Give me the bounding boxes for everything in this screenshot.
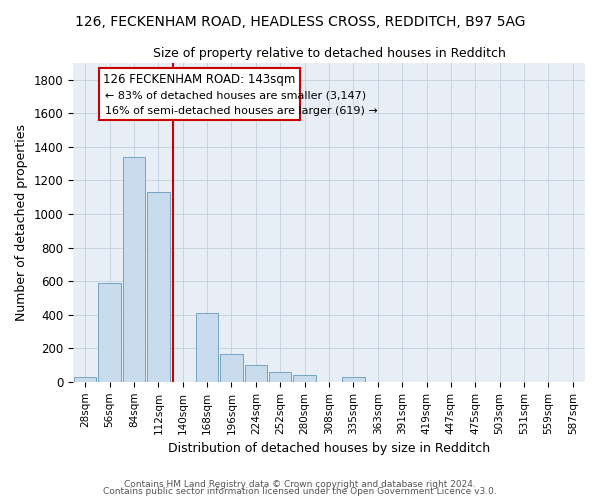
Text: Contains public sector information licensed under the Open Government Licence v3: Contains public sector information licen… <box>103 487 497 496</box>
Bar <box>293 375 316 382</box>
X-axis label: Distribution of detached houses by size in Redditch: Distribution of detached houses by size … <box>168 442 490 455</box>
Bar <box>74 377 97 382</box>
Text: ← 83% of detached houses are smaller (3,147): ← 83% of detached houses are smaller (3,… <box>105 90 366 100</box>
Bar <box>196 313 218 382</box>
Bar <box>342 377 365 382</box>
Bar <box>147 192 170 382</box>
Text: 126, FECKENHAM ROAD, HEADLESS CROSS, REDDITCH, B97 5AG: 126, FECKENHAM ROAD, HEADLESS CROSS, RED… <box>75 15 525 29</box>
Text: 16% of semi-detached houses are larger (619) →: 16% of semi-detached houses are larger (… <box>105 106 377 116</box>
Bar <box>220 354 243 382</box>
Text: 126 FECKENHAM ROAD: 143sqm: 126 FECKENHAM ROAD: 143sqm <box>103 73 295 86</box>
Bar <box>98 283 121 382</box>
FancyBboxPatch shape <box>98 68 300 120</box>
Bar <box>123 157 145 382</box>
Text: Contains HM Land Registry data © Crown copyright and database right 2024.: Contains HM Land Registry data © Crown c… <box>124 480 476 489</box>
Bar <box>269 372 292 382</box>
Y-axis label: Number of detached properties: Number of detached properties <box>15 124 28 321</box>
Bar <box>245 365 267 382</box>
Title: Size of property relative to detached houses in Redditch: Size of property relative to detached ho… <box>152 48 505 60</box>
